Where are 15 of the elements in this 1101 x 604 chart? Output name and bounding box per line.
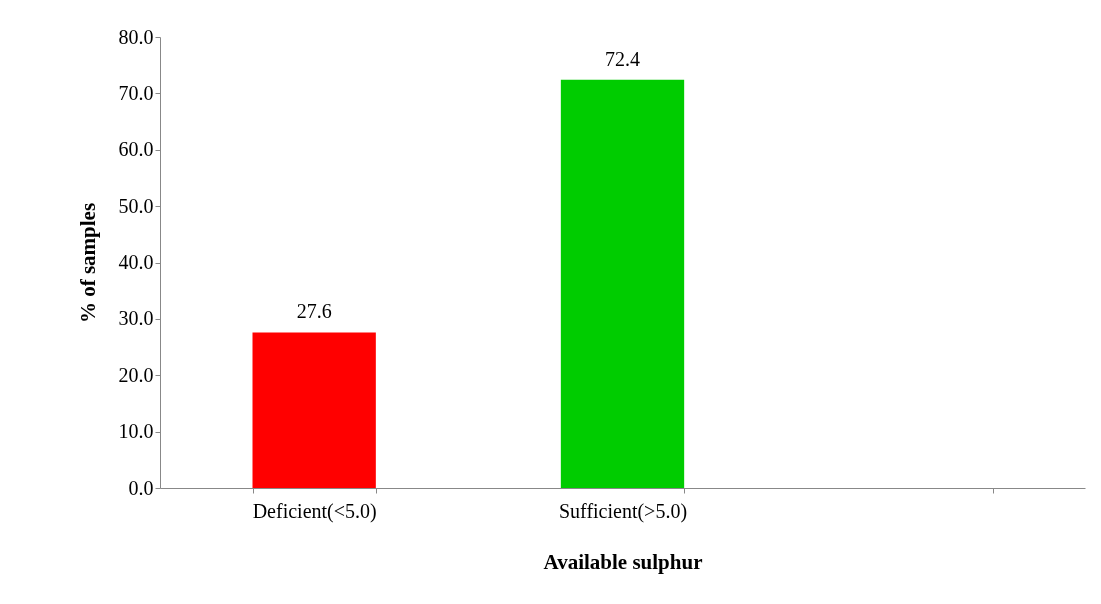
y-tick-label: 70.0	[118, 81, 154, 104]
y-tick-label: 10.0	[118, 420, 154, 443]
x-tick-label: Sufficient(>5.0)	[558, 499, 688, 523]
y-tick-label: 50.0	[118, 194, 154, 217]
x-tick-label: Deficient(<5.0)	[252, 499, 377, 523]
y-axis-title: % of samples	[75, 202, 100, 324]
y-tick-label: 0.0	[128, 476, 154, 499]
y-tick-label: 40.0	[118, 251, 154, 273]
y-tick-label: 30.0	[118, 307, 154, 330]
x-axis-title: Available sulphur	[543, 549, 703, 574]
data-label: 27.6	[296, 300, 332, 323]
y-tick-label: 80.0	[118, 25, 154, 48]
y-tick-label: 20.0	[118, 363, 154, 386]
y-tick-label: 60.0	[118, 138, 154, 161]
data-label: 72.4	[605, 47, 640, 70]
